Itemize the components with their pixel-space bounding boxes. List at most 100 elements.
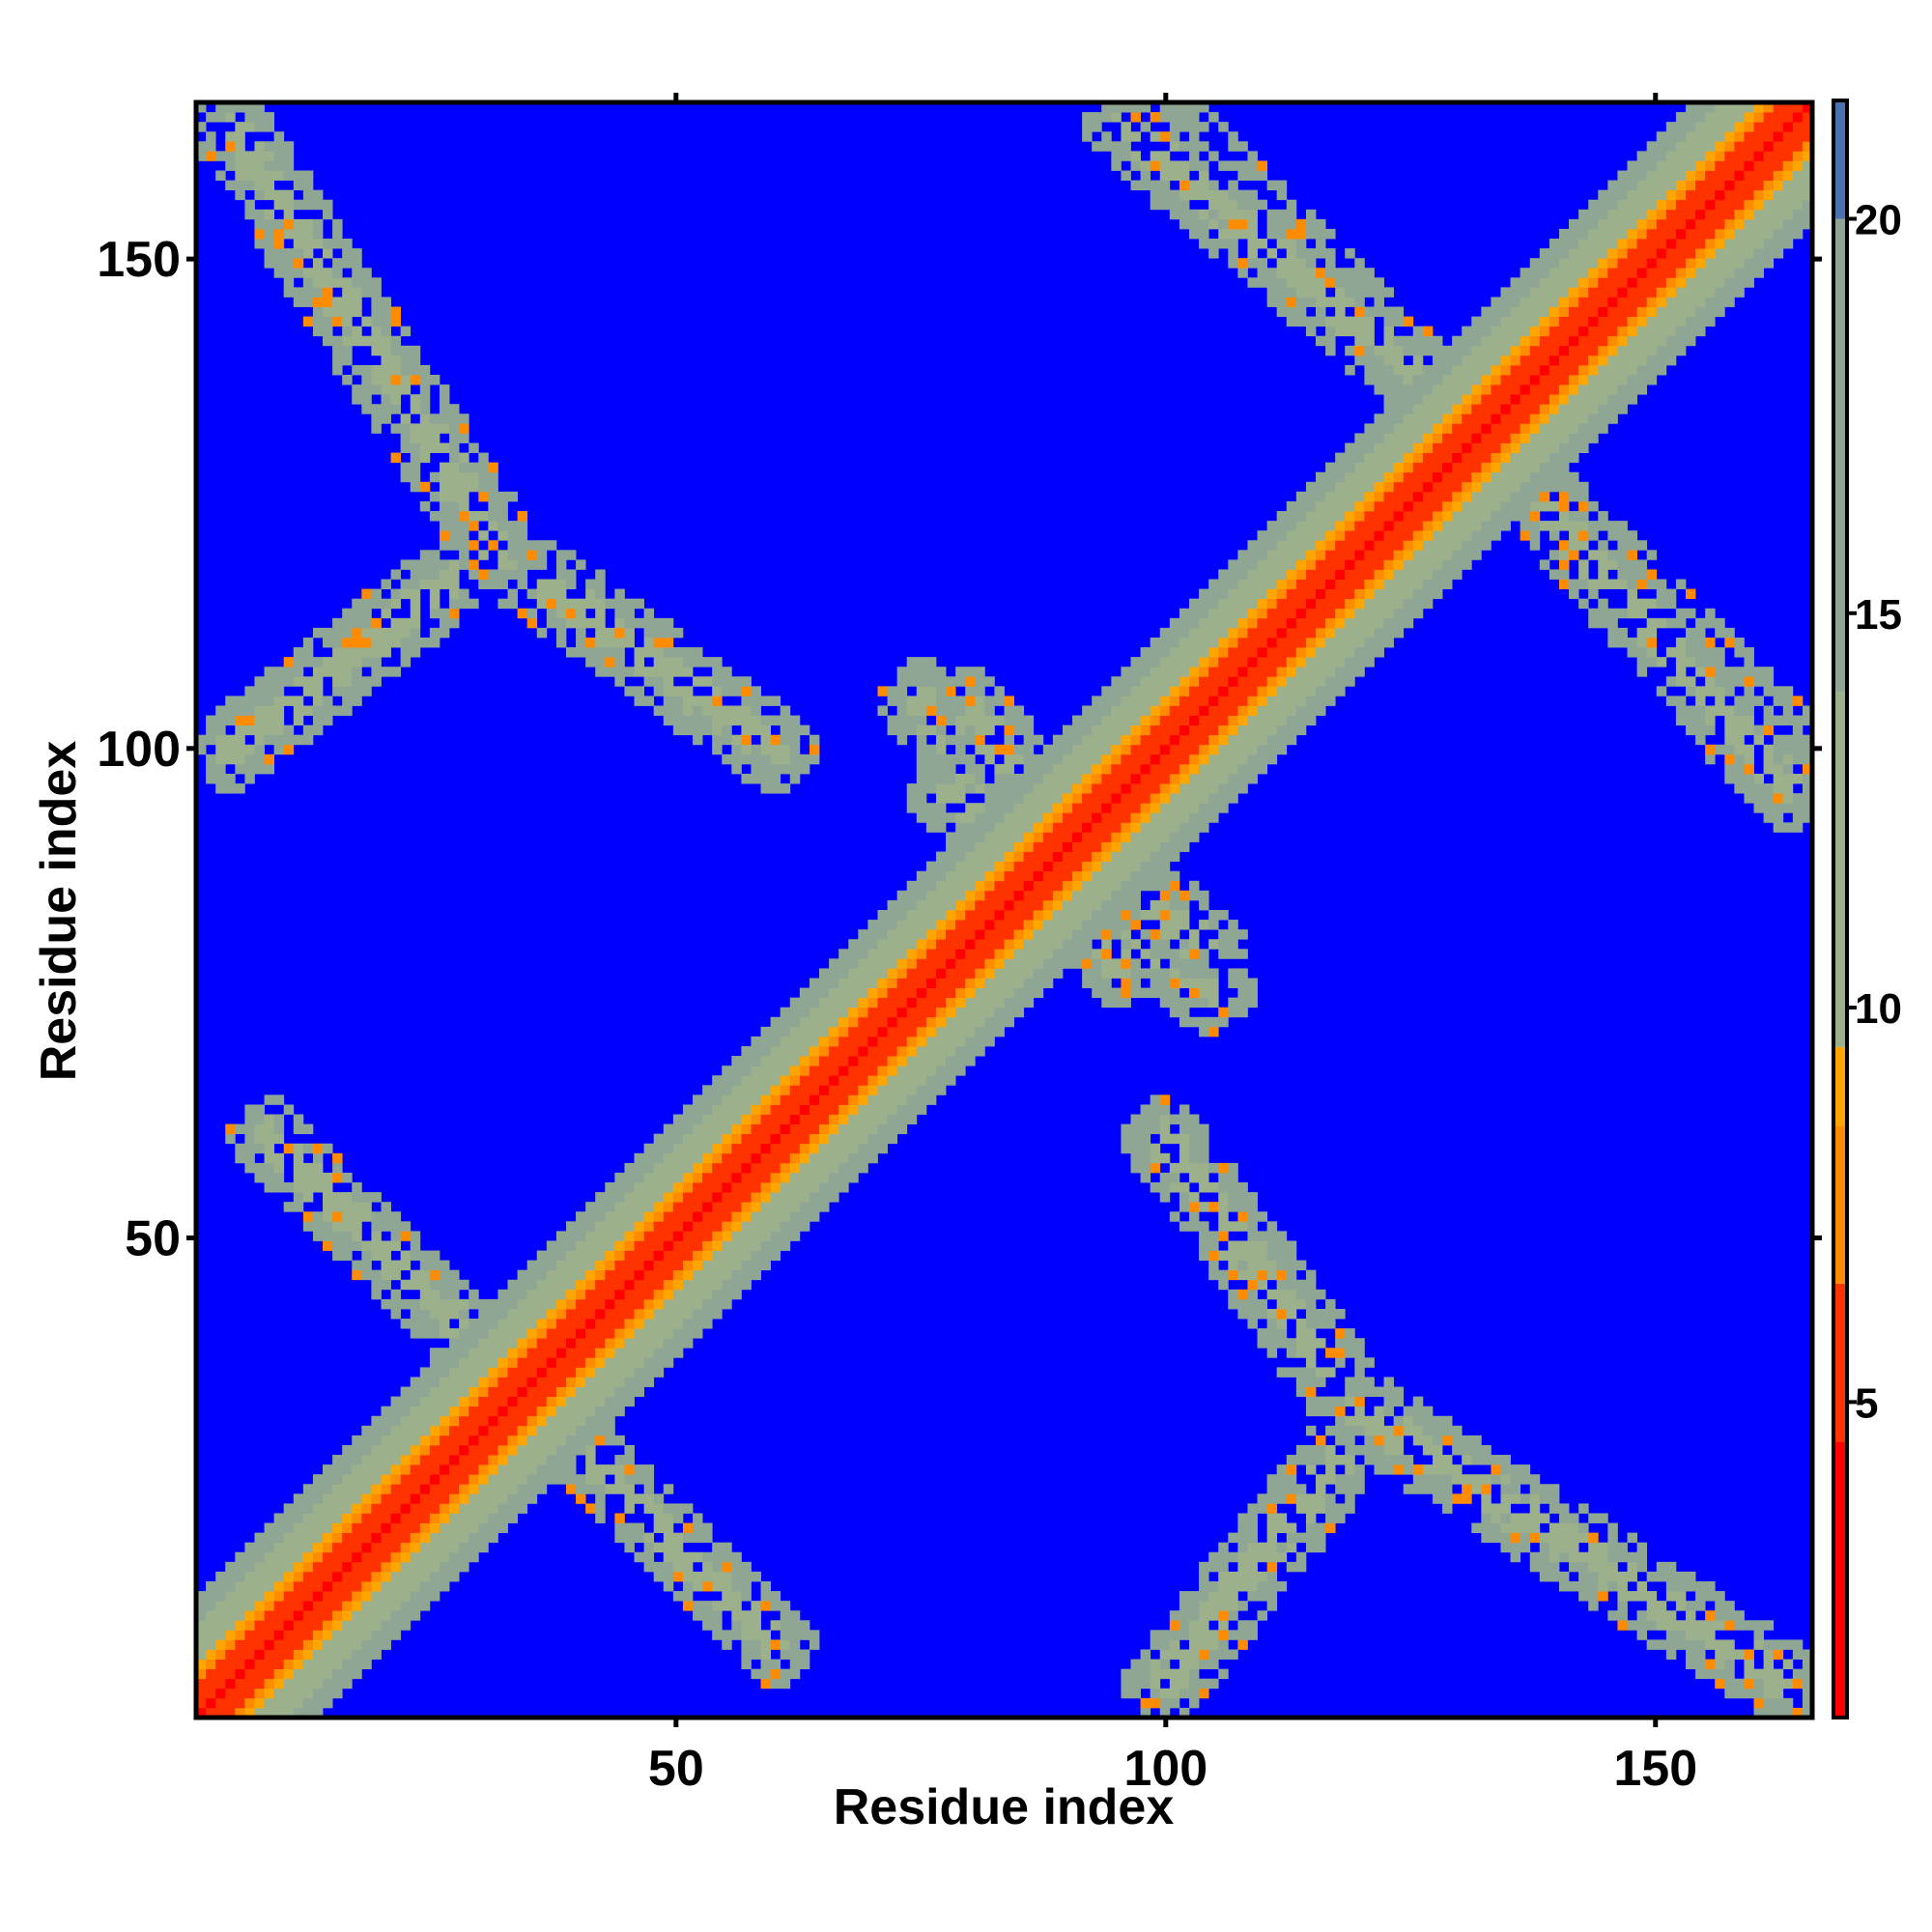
heatmap-cell [780, 1231, 791, 1241]
heatmap-cell [789, 1231, 801, 1241]
heatmap-cell [595, 1348, 606, 1358]
heatmap-cell [342, 1211, 353, 1222]
heatmap-cell [507, 1308, 518, 1320]
heatmap-cell [1179, 608, 1190, 619]
heatmap-cell [1130, 657, 1141, 668]
heatmap-cell [429, 1513, 440, 1523]
heatmap-cell [449, 1551, 460, 1563]
heatmap-cell [994, 997, 1005, 1009]
heatmap-cell [916, 667, 927, 677]
heatmap-cell [1130, 1123, 1141, 1135]
heatmap-cell [1082, 910, 1093, 921]
heatmap-cell [293, 1143, 304, 1154]
heatmap-cell [1023, 715, 1035, 726]
heatmap-cell [302, 1143, 314, 1154]
heatmap-cell [1159, 861, 1171, 872]
heatmap-cell [361, 335, 372, 347]
heatmap-cell [965, 861, 976, 872]
heatmap-cell [994, 715, 1005, 726]
heatmap-cell [449, 1522, 460, 1534]
heatmap-cell [965, 686, 976, 696]
heatmap-cell [1247, 209, 1258, 220]
heatmap-cell [1295, 559, 1307, 570]
heatmap-cell [1295, 637, 1307, 648]
heatmap-cell [702, 1532, 713, 1544]
heatmap-cell [1218, 608, 1229, 619]
heatmap-cell [1004, 949, 1014, 959]
heatmap-cell [225, 102, 236, 113]
heatmap-cell [323, 715, 333, 726]
heatmap-cell [381, 647, 391, 658]
heatmap-cell [848, 1172, 859, 1183]
heatmap-cell [419, 1455, 431, 1465]
heatmap-cell [1072, 890, 1083, 901]
heatmap-cell [682, 657, 694, 668]
heatmap-cell [1082, 734, 1093, 746]
heatmap-cell [1188, 141, 1200, 152]
heatmap-cell [1199, 1678, 1209, 1690]
heatmap-cell [712, 686, 723, 696]
heatmap-cell [1208, 939, 1219, 950]
heatmap-cell [449, 1474, 460, 1485]
heatmap-cell [323, 209, 333, 220]
heatmap-cell [400, 1425, 412, 1436]
heatmap-cell [302, 228, 314, 240]
heatmap-cell [682, 1580, 694, 1592]
heatmap-cell [634, 1338, 644, 1349]
heatmap-cell [400, 1279, 412, 1291]
heatmap-cell [935, 793, 947, 804]
heatmap-cell [517, 1328, 528, 1339]
heatmap-cell [293, 1591, 304, 1602]
heatmap-cell [293, 667, 304, 677]
heatmap-cell [1237, 608, 1248, 619]
heatmap-cell [1042, 841, 1054, 852]
heatmap-cell [244, 1649, 255, 1660]
heatmap-cell [1033, 929, 1044, 940]
heatmap-cell [361, 1455, 372, 1465]
heatmap-cell [323, 239, 333, 249]
heatmap-cell [390, 617, 402, 629]
heatmap-cell [896, 1075, 908, 1086]
heatmap-cell [770, 1620, 781, 1631]
heatmap-cell [1247, 744, 1258, 755]
heatmap-cell [906, 696, 918, 706]
heatmap-cell [1004, 929, 1014, 940]
heatmap-cell [1101, 822, 1112, 833]
heatmap-cell [1325, 1348, 1336, 1358]
heatmap-cell [955, 705, 966, 716]
heatmap-cell [799, 1152, 810, 1164]
heatmap-cell [469, 1289, 479, 1300]
heatmap-cell [702, 1172, 713, 1183]
heatmap-cell [1237, 1639, 1248, 1650]
heatmap-cell [536, 1250, 548, 1261]
heatmap-cell [1257, 608, 1268, 619]
heatmap-cell [1188, 939, 1200, 950]
heatmap-cell [449, 559, 460, 570]
heatmap-cell [565, 1260, 577, 1271]
heatmap-cell [643, 1269, 655, 1281]
heatmap-cell [935, 920, 947, 930]
heatmap-cell [312, 287, 324, 298]
heatmap-cell [273, 1678, 285, 1690]
heatmap-cell [352, 1260, 362, 1271]
heatmap-cell [722, 1571, 732, 1582]
heatmap-cell [653, 676, 665, 687]
heatmap-cell [925, 880, 937, 892]
heatmap-cell [1092, 753, 1102, 765]
heatmap-cell [439, 1386, 450, 1398]
heatmap-cell [312, 1152, 324, 1164]
heatmap-cell [293, 1162, 304, 1174]
heatmap-cell [1218, 793, 1229, 804]
heatmap-cell [1004, 753, 1014, 765]
heatmap-cell [302, 316, 314, 327]
heatmap-cell [955, 1065, 966, 1076]
heatmap-cell [1150, 753, 1161, 765]
heatmap-cell [946, 880, 956, 892]
heatmap-cell [780, 1620, 791, 1631]
heatmap-cell [1316, 481, 1326, 493]
heatmap-cell [332, 1668, 343, 1680]
heatmap-cell [955, 939, 966, 950]
heatmap-cell [634, 1269, 644, 1281]
heatmap-cell [1101, 744, 1112, 755]
heatmap-cell [1023, 968, 1035, 979]
